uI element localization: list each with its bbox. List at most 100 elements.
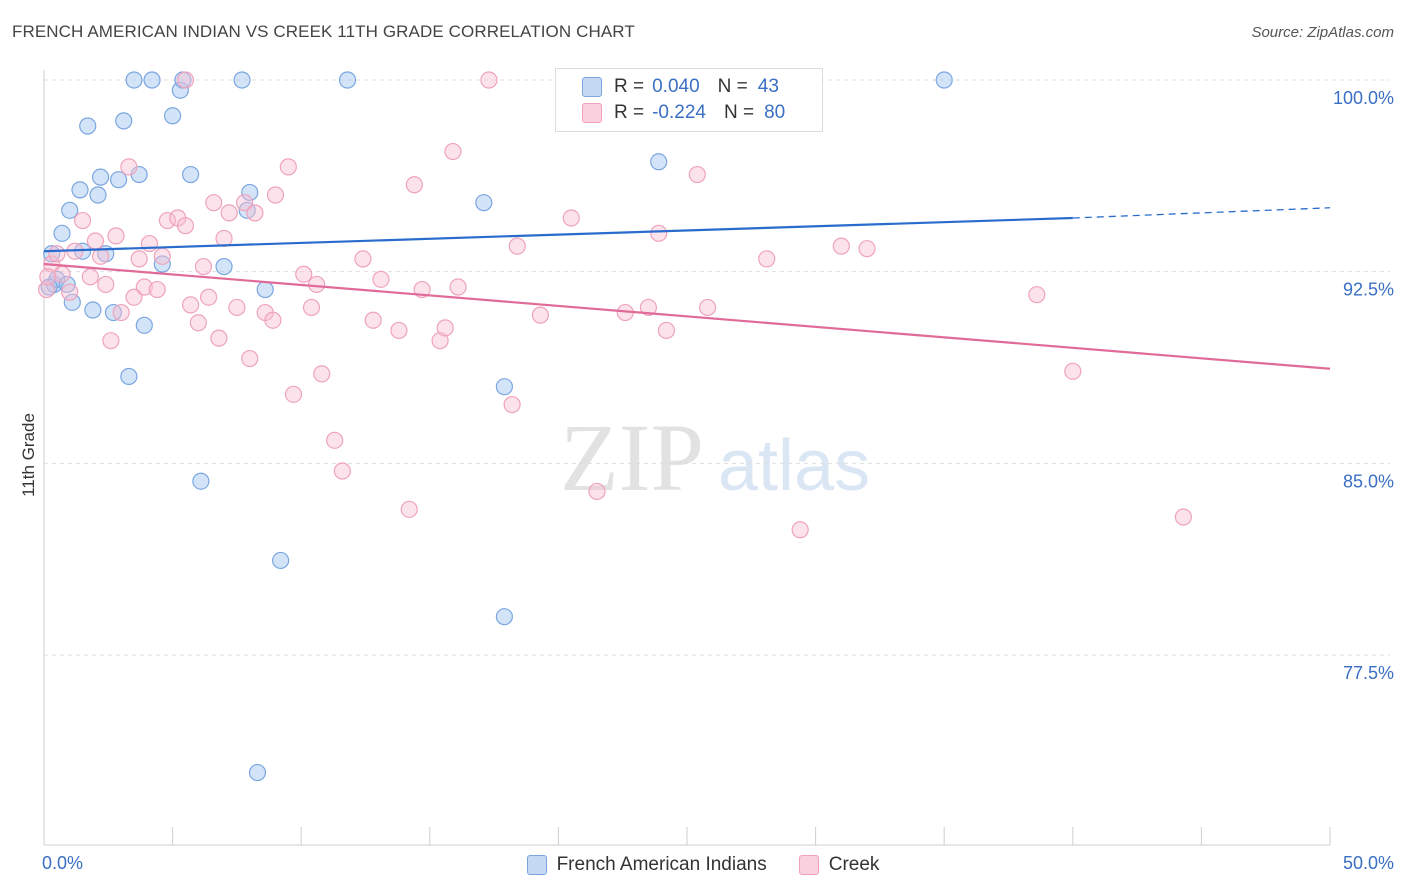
data-point	[158, 211, 177, 230]
legend-item-label: French American Indians	[556, 854, 767, 875]
legend-r-value: 0.040	[652, 76, 700, 97]
data-point	[295, 265, 313, 283]
data-point	[333, 462, 351, 480]
data-point	[61, 283, 79, 301]
data-point	[503, 395, 521, 414]
data-point	[390, 321, 408, 340]
data-point	[125, 288, 143, 306]
data-point	[688, 165, 706, 184]
data-point	[338, 71, 357, 89]
data-point	[233, 71, 251, 89]
data-point	[148, 280, 166, 299]
legend-row-french-american-indians: R = 0.040 N = 43	[582, 75, 779, 99]
data-point	[210, 329, 228, 347]
legend-item-french-american-indians: French American Indians	[526, 854, 767, 876]
source-label: Source: ZipAtlas.com	[1251, 24, 1394, 41]
data-point	[436, 319, 454, 337]
data-point	[215, 257, 233, 276]
data-point	[164, 107, 182, 125]
data-point	[495, 608, 513, 626]
data-point	[53, 224, 71, 242]
legend-swatch-blue	[582, 77, 602, 97]
data-point	[84, 301, 102, 319]
data-point	[71, 181, 89, 199]
y-axis-label: 11th Grade	[19, 413, 38, 497]
data-point	[91, 168, 110, 186]
data-point	[89, 186, 107, 204]
data-point	[107, 227, 125, 245]
data-point	[48, 245, 66, 263]
data-point	[1064, 362, 1082, 380]
data-point	[405, 176, 423, 194]
legend-r-label: R =	[614, 102, 645, 123]
data-point	[63, 293, 81, 311]
data-point	[182, 296, 200, 314]
watermark: ZIP atlas	[560, 404, 870, 511]
data-point	[125, 71, 143, 89]
data-point	[120, 158, 138, 176]
data-point	[81, 268, 99, 286]
data-point	[508, 237, 526, 255]
data-point	[480, 71, 498, 89]
data-point	[650, 224, 668, 242]
data-point	[791, 521, 809, 539]
data-point	[102, 332, 120, 350]
grid-lines	[44, 79, 1390, 656]
data-point	[205, 194, 223, 212]
data-point	[176, 217, 195, 235]
data-point	[91, 247, 110, 265]
legend-n-label: N =	[717, 76, 748, 97]
data-point	[272, 551, 290, 570]
trend-line-extension	[1072, 207, 1331, 219]
data-point	[97, 275, 115, 294]
x-tick-label-min: 0.0%	[42, 853, 83, 873]
data-point	[86, 232, 105, 250]
series-legend: French American Indians Creek	[0, 852, 1406, 878]
data-point	[246, 204, 264, 222]
data-point	[182, 165, 200, 184]
data-point	[449, 278, 467, 296]
data-point	[444, 142, 462, 161]
data-point	[372, 270, 390, 288]
y-tick-labels: 100.0% 92.5% 85.0% 77.5%	[1333, 88, 1394, 683]
data-point	[639, 298, 658, 317]
legend-row-creek: R = -0.224 N = 80	[582, 101, 785, 125]
data-point	[266, 186, 285, 204]
data-point	[53, 265, 71, 283]
trend-line	[43, 216, 1073, 253]
watermark-atlas: atlas	[718, 426, 870, 506]
data-point	[115, 112, 133, 130]
data-point	[308, 275, 326, 294]
legend-r-value: -0.224	[652, 102, 706, 123]
y-tick-label: 100.0%	[1333, 88, 1394, 108]
data-point	[248, 763, 267, 782]
data-point	[431, 332, 449, 350]
data-point	[562, 209, 580, 227]
data-point	[135, 278, 153, 296]
data-point	[73, 211, 92, 230]
data-point	[189, 314, 207, 332]
y-tick-label: 92.5%	[1343, 280, 1394, 300]
data-point	[228, 298, 246, 317]
data-point	[326, 431, 344, 449]
legend-swatch-pink	[798, 855, 819, 875]
data-point	[120, 367, 138, 386]
data-point	[832, 237, 850, 255]
data-point	[657, 321, 676, 340]
legend-r-label: R =	[614, 76, 645, 97]
data-point	[130, 250, 148, 268]
data-point	[176, 71, 195, 89]
data-point	[495, 378, 513, 396]
data-point	[1174, 508, 1192, 526]
data-point	[279, 158, 297, 176]
data-point	[313, 365, 331, 383]
data-point	[236, 194, 254, 212]
data-point	[302, 298, 321, 317]
chart-title: FRENCH AMERICAN INDIAN VS CREEK 11TH GRA…	[12, 22, 635, 41]
data-point	[143, 71, 161, 89]
data-point	[588, 482, 606, 501]
watermark-zip: ZIP	[560, 404, 704, 511]
data-point	[264, 311, 282, 329]
data-point	[135, 316, 153, 334]
